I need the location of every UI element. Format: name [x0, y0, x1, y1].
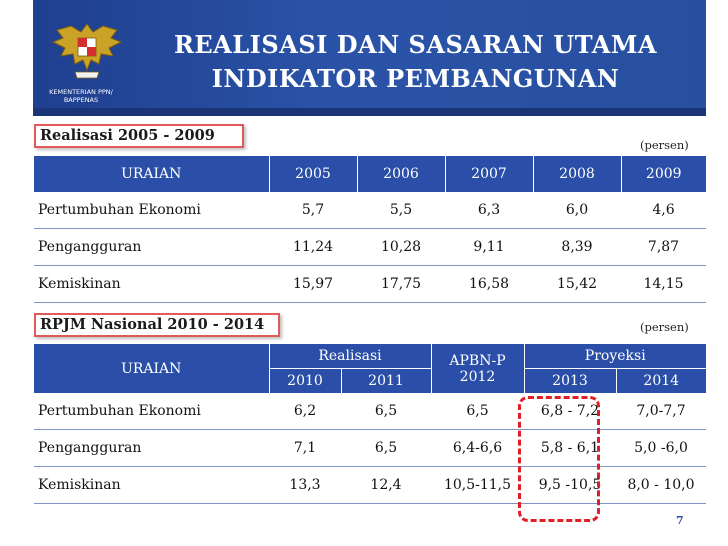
header-realisasi: Realisasi — [269, 344, 432, 369]
table-row: Pengangguran 7,1 6,5 6,4-6,6 5,8 - 6,1 5… — [34, 429, 706, 467]
cell: 9,11 — [445, 228, 533, 266]
header-apbnp-line1: APBN-P — [449, 352, 506, 369]
row-label: Pertumbuhan Ekonomi — [34, 393, 269, 430]
table-header-row: URAIAN Realisasi APBN-P 2012 Proyeksi — [34, 344, 706, 393]
table-subheader-row: 2010 2011 2013 2014 — [34, 368, 706, 393]
cell: 11,24 — [269, 228, 357, 266]
cell: 9,5 -10,5 — [524, 466, 616, 504]
header-2009: 2009 — [621, 156, 706, 192]
cell: 4,6 — [621, 192, 706, 229]
cell: 7,87 — [621, 228, 706, 266]
header-2014: 2014 — [616, 368, 706, 393]
cell: 14,15 — [621, 265, 706, 303]
cell: 15,97 — [269, 265, 357, 303]
header-proyeksi: Proyeksi — [524, 344, 706, 369]
cell: 6,8 - 7,2 — [524, 393, 616, 430]
section1-unit: (persen) — [640, 138, 689, 152]
header-uraian: URAIAN — [34, 344, 270, 393]
header-apbnp: APBN-P 2012 — [431, 344, 525, 393]
header-2005: 2005 — [269, 156, 358, 192]
ministry-label-line1: KEMENTERIAN PPN/ — [49, 88, 113, 96]
section2-label: RPJM Nasional 2010 - 2014 — [34, 313, 280, 337]
cell: 6,3 — [445, 192, 533, 229]
header-2011: 2011 — [341, 368, 432, 393]
ministry-label-line2: BAPPENAS — [63, 96, 99, 104]
cell: 7,1 — [269, 429, 341, 467]
cell: 5,8 - 6,1 — [524, 429, 616, 467]
table-header-row: URAIAN 2005 2006 2007 2008 2009 — [34, 156, 706, 192]
header-2010: 2010 — [269, 368, 342, 393]
cell: 16,58 — [445, 265, 533, 303]
cell: 7,0-7,7 — [616, 393, 706, 430]
cell: 5,7 — [269, 192, 357, 229]
cell: 15,42 — [533, 265, 621, 303]
cell: 17,75 — [357, 265, 445, 303]
cell: 6,2 — [269, 393, 341, 430]
garuda-emblem-icon — [51, 23, 123, 79]
realisasi-table: URAIAN 2005 2006 2007 2008 2009 Pertumbu… — [34, 156, 706, 303]
table-row: Pertumbuhan Ekonomi 6,2 6,5 6,5 6,8 - 7,… — [34, 393, 706, 430]
cell: 5,5 — [357, 192, 445, 229]
header-2006: 2006 — [357, 156, 446, 192]
table-row: Pertumbuhan Ekonomi 5,7 5,5 6,3 6,0 4,6 — [34, 192, 706, 229]
title-banner: KEMENTERIAN PPN/ BAPPENAS REALISASI DAN … — [33, 0, 706, 116]
page-number: 7 — [676, 514, 684, 527]
cell: 5,0 -6,0 — [616, 429, 706, 467]
page-title-line1: REALISASI DAN SASARAN UTAMA — [173, 30, 658, 59]
cell: 10,5-11,5 — [431, 466, 524, 504]
row-label: Pengangguran — [34, 228, 269, 266]
header-uraian: URAIAN — [34, 156, 270, 192]
cell: 13,3 — [269, 466, 341, 504]
cell: 8,39 — [533, 228, 621, 266]
row-label: Kemiskinan — [34, 265, 269, 303]
cell: 6,0 — [533, 192, 621, 229]
cell: 12,4 — [341, 466, 431, 504]
rpjm-table: URAIAN Realisasi APBN-P 2012 Proyeksi 20… — [34, 344, 706, 504]
section1-label: Realisasi 2005 - 2009 — [34, 124, 244, 148]
projection-2013-highlight — [518, 396, 600, 522]
table-row: Kemiskinan 15,97 17,75 16,58 15,42 14,15 — [34, 265, 706, 303]
header-apbnp-line2: 2012 — [459, 368, 496, 385]
header-2013: 2013 — [524, 368, 617, 393]
header-band — [33, 108, 706, 116]
row-label: Kemiskinan — [34, 466, 269, 504]
cell: 6,4-6,6 — [431, 429, 524, 467]
cell: 8,0 - 10,0 — [616, 466, 706, 504]
page-title: REALISASI DAN SASARAN UTAMA INDIKATOR PE… — [143, 28, 688, 96]
cell: 10,28 — [357, 228, 445, 266]
page-title-line2: INDIKATOR PEMBANGUNAN — [211, 64, 620, 93]
section2-unit: (persen) — [640, 320, 689, 334]
cell: 6,5 — [431, 393, 524, 430]
table-row: Pengangguran 11,24 10,28 9,11 8,39 7,87 — [34, 228, 706, 266]
header-2007: 2007 — [445, 156, 534, 192]
cell: 6,5 — [341, 429, 431, 467]
cell: 6,5 — [341, 393, 431, 430]
ministry-label: KEMENTERIAN PPN/ BAPPENAS — [41, 88, 121, 104]
row-label: Pengangguran — [34, 429, 269, 467]
table-row: Kemiskinan 13,3 12,4 10,5-11,5 9,5 -10,5… — [34, 466, 706, 504]
header-2008: 2008 — [533, 156, 622, 192]
row-label: Pertumbuhan Ekonomi — [34, 192, 269, 229]
